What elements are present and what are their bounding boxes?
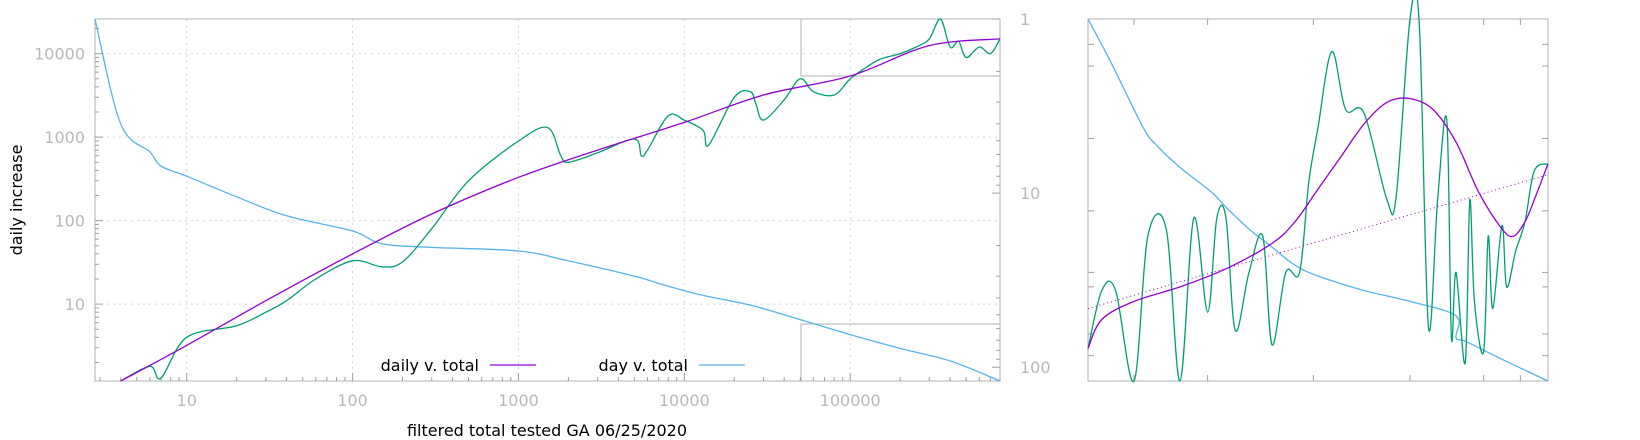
inset-marker-top (800, 18, 1001, 77)
x-tick-label: 1000 (498, 391, 539, 410)
y-tick-label: 10000 (34, 45, 85, 64)
y-tick-label: 100 (54, 212, 85, 231)
legend-label-day-v-total: day v. total (599, 356, 689, 375)
inset-tick-marks (1088, 19, 1548, 381)
y2-tick-label: 100 (1020, 358, 1051, 377)
x-axis-label: filtered total tested GA 06/25/2020 (407, 421, 687, 440)
inset-plot (1087, 0, 1549, 382)
inset-trend-line (1087, 174, 1549, 310)
inset-series-day-v-total (1087, 18, 1549, 382)
x-tick-label: 100000 (820, 391, 881, 410)
inset-plot-frame (1087, 18, 1549, 382)
inset-marker-bottom (800, 323, 1001, 382)
y-tick-label: 1000 (44, 128, 85, 147)
inset-series-daily-v-total (1087, 97, 1549, 349)
tick-labels: 10 100 1000 10000 100000 10 100 1000 10000 1 10 100 (34, 10, 1050, 410)
main-series (94, 18, 1001, 382)
x-tick-label: 10000 (659, 391, 710, 410)
legend: daily v. total day v. total (381, 356, 745, 375)
series-daily-raw (120, 18, 1001, 382)
y-axis-label: daily increase (7, 145, 26, 256)
series-daily-v-total (120, 38, 1001, 382)
x-tick-label: 100 (337, 391, 368, 410)
inset-series-daily-raw (1087, 0, 1549, 382)
y2-tick-label: 1 (1020, 10, 1030, 29)
legend-label-daily-v-total: daily v. total (381, 356, 479, 375)
y2-tick-label: 10 (1020, 184, 1040, 203)
tick-marks (95, 18, 1001, 381)
series-day-v-total (94, 18, 1001, 382)
inset-series (1087, 0, 1549, 382)
y-tick-label: 10 (65, 295, 85, 314)
x-tick-label: 10 (177, 391, 197, 410)
main-plot-frame (94, 18, 1001, 382)
